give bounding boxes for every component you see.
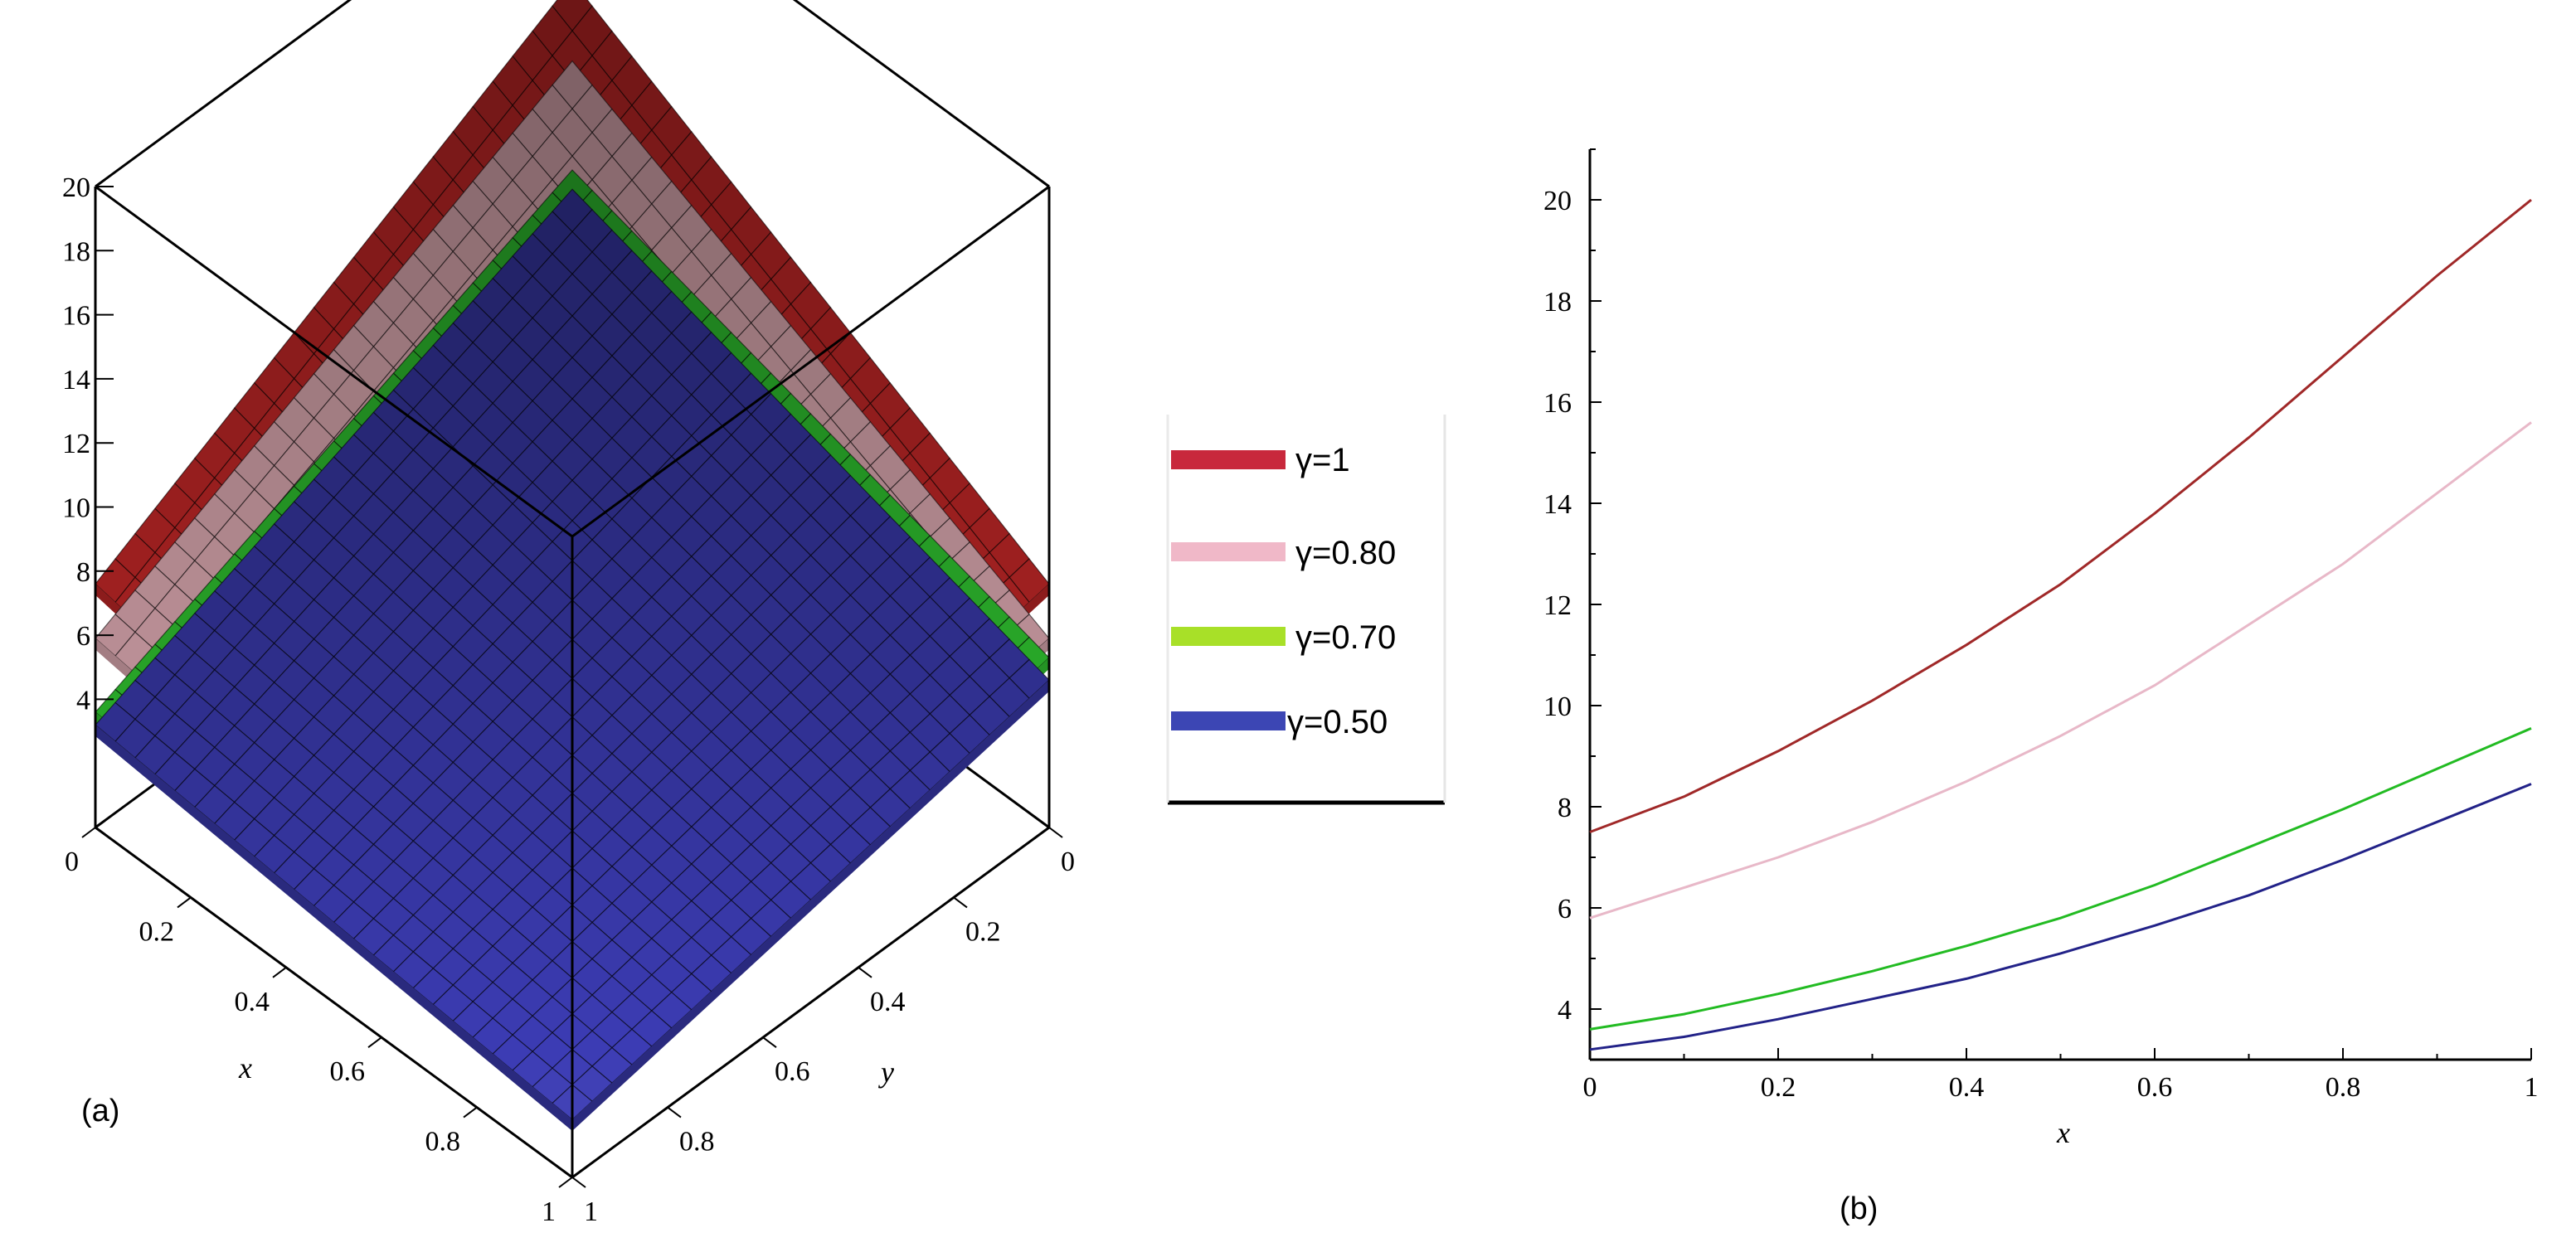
y-axis-label-a: y <box>878 1055 894 1089</box>
x-tick-label-b: 0.8 <box>2326 1072 2361 1103</box>
x-tick-mark-a <box>81 827 96 838</box>
y-tick-label-a: 0.8 <box>679 1127 715 1157</box>
legend-label-gamma-1: γ=1 <box>1295 442 1350 478</box>
y-tick-label-b: 18 <box>1543 287 1572 318</box>
y-tick-mark-a <box>667 1106 682 1119</box>
z-tick-label: 8 <box>76 557 90 588</box>
y-tick-label-b: 4 <box>1558 995 1572 1026</box>
y-tick-label-b: 14 <box>1543 489 1572 520</box>
series-line-γ=0.50 <box>1589 783 2532 1051</box>
x-tick-label-a: 0 <box>65 847 79 877</box>
z-tick-label: 10 <box>62 493 90 524</box>
y-tick-mark-a <box>1048 827 1063 838</box>
legend-swatch-gamma-0-50 <box>1171 711 1286 730</box>
z-tick-label: 14 <box>62 365 90 395</box>
y-tick-mark-a <box>858 967 872 978</box>
panel-a-surface-plot: 46810121416182000.20.40.60.8100.20.40.60… <box>62 0 1075 1227</box>
y-tick-mark-a <box>953 896 968 909</box>
z-tick-label: 16 <box>62 301 90 332</box>
series-lines-b <box>1589 198 2532 1051</box>
legend-swatch-gamma-0-80 <box>1171 542 1286 561</box>
series-line-γ=0.80 <box>1589 421 2532 920</box>
bounding-box-front <box>94 185 1051 1179</box>
x-tick-label-b: 0 <box>1583 1072 1597 1103</box>
x-tick-label-b: 0.4 <box>1949 1072 1985 1103</box>
panel-label-b: (b) <box>1840 1191 1878 1226</box>
axes-a: 46810121416182000.20.40.60.8100.20.40.60… <box>62 172 1075 1227</box>
x-tick-label-a: 1 <box>542 1196 556 1227</box>
y-tick-label-b: 12 <box>1543 590 1572 621</box>
legend-label-gamma-0-80: γ=0.80 <box>1295 535 1396 571</box>
x-tick-label-a: 0.6 <box>330 1056 366 1087</box>
y-tick-mark-a <box>571 1177 586 1188</box>
z-tick-label: 12 <box>62 429 90 459</box>
z-tick-label: 20 <box>62 172 90 203</box>
box-edge-top-front-left <box>95 185 573 538</box>
box-edge-top-back-left <box>95 0 352 188</box>
x-tick-label-a: 0.4 <box>235 987 270 1017</box>
x-tick-mark-a <box>272 967 287 978</box>
y-tick-label-a: 1 <box>584 1196 598 1227</box>
legend-label-gamma-0-50: γ=0.50 <box>1287 704 1388 740</box>
y-tick-label-a: 0.6 <box>775 1056 810 1087</box>
y-tick-label-b: 8 <box>1558 793 1572 823</box>
z-tick-label: 18 <box>62 236 90 267</box>
y-tick-label-b: 6 <box>1558 894 1572 924</box>
legend-swatch-gamma-0-70 <box>1171 627 1286 646</box>
series-line-γ=1 <box>1589 198 2532 833</box>
y-tick-label-a: 0 <box>1061 847 1075 877</box>
x-tick-label-b: 0.2 <box>1761 1072 1796 1103</box>
y-tick-label-b: 10 <box>1543 692 1572 722</box>
y-tick-label-a: 0.2 <box>965 916 1001 947</box>
z-tick-label: 4 <box>76 685 90 716</box>
z-tick-label: 6 <box>76 621 90 652</box>
x-tick-label-b: 1 <box>2525 1072 2539 1103</box>
panel-label-a: (a) <box>81 1094 119 1128</box>
y-tick-label-b: 20 <box>1543 186 1572 216</box>
legend-label-gamma-0-70: γ=0.70 <box>1295 619 1396 656</box>
box-edge-top-back-right <box>792 0 1050 188</box>
box-edge-floor-front-left <box>95 826 573 1179</box>
x-tick-label-b: 0.6 <box>2137 1072 2173 1103</box>
x-tick-mark-a <box>177 896 192 909</box>
series-line-γ=0.70 <box>1589 727 2532 1031</box>
y-tick-mark-a <box>762 1036 777 1048</box>
x-tick-mark-a <box>367 1036 382 1048</box>
x-axis-label-a: x <box>238 1051 252 1085</box>
legend: γ=1 γ=0.80 γ=0.70 γ=0.50 <box>1166 415 1446 805</box>
panel-b-line-plot: 4 6 8 10 12 14 16 18 20 0 0.2 0.4 0.6 0.8 1 x (b) <box>1543 148 2539 1226</box>
x-tick-mark-a <box>558 1177 573 1188</box>
legend-swatch-gamma-1 <box>1171 450 1286 469</box>
box-edge-floor-front-right <box>571 826 1050 1179</box>
x-tick-label-a: 0.2 <box>139 916 175 947</box>
y-tick-label-a: 0.4 <box>870 987 906 1017</box>
x-tick-mark-a <box>463 1106 478 1119</box>
box-edge-top-front-right <box>571 185 1050 538</box>
axes-b: 4 6 8 10 12 14 16 18 20 0 0.2 0.4 0.6 0.8 1 <box>1543 148 2539 1103</box>
x-axis-label-b: x <box>2056 1116 2070 1149</box>
x-tick-label-a: 0.8 <box>425 1127 461 1157</box>
y-tick-label-b: 16 <box>1543 388 1572 419</box>
